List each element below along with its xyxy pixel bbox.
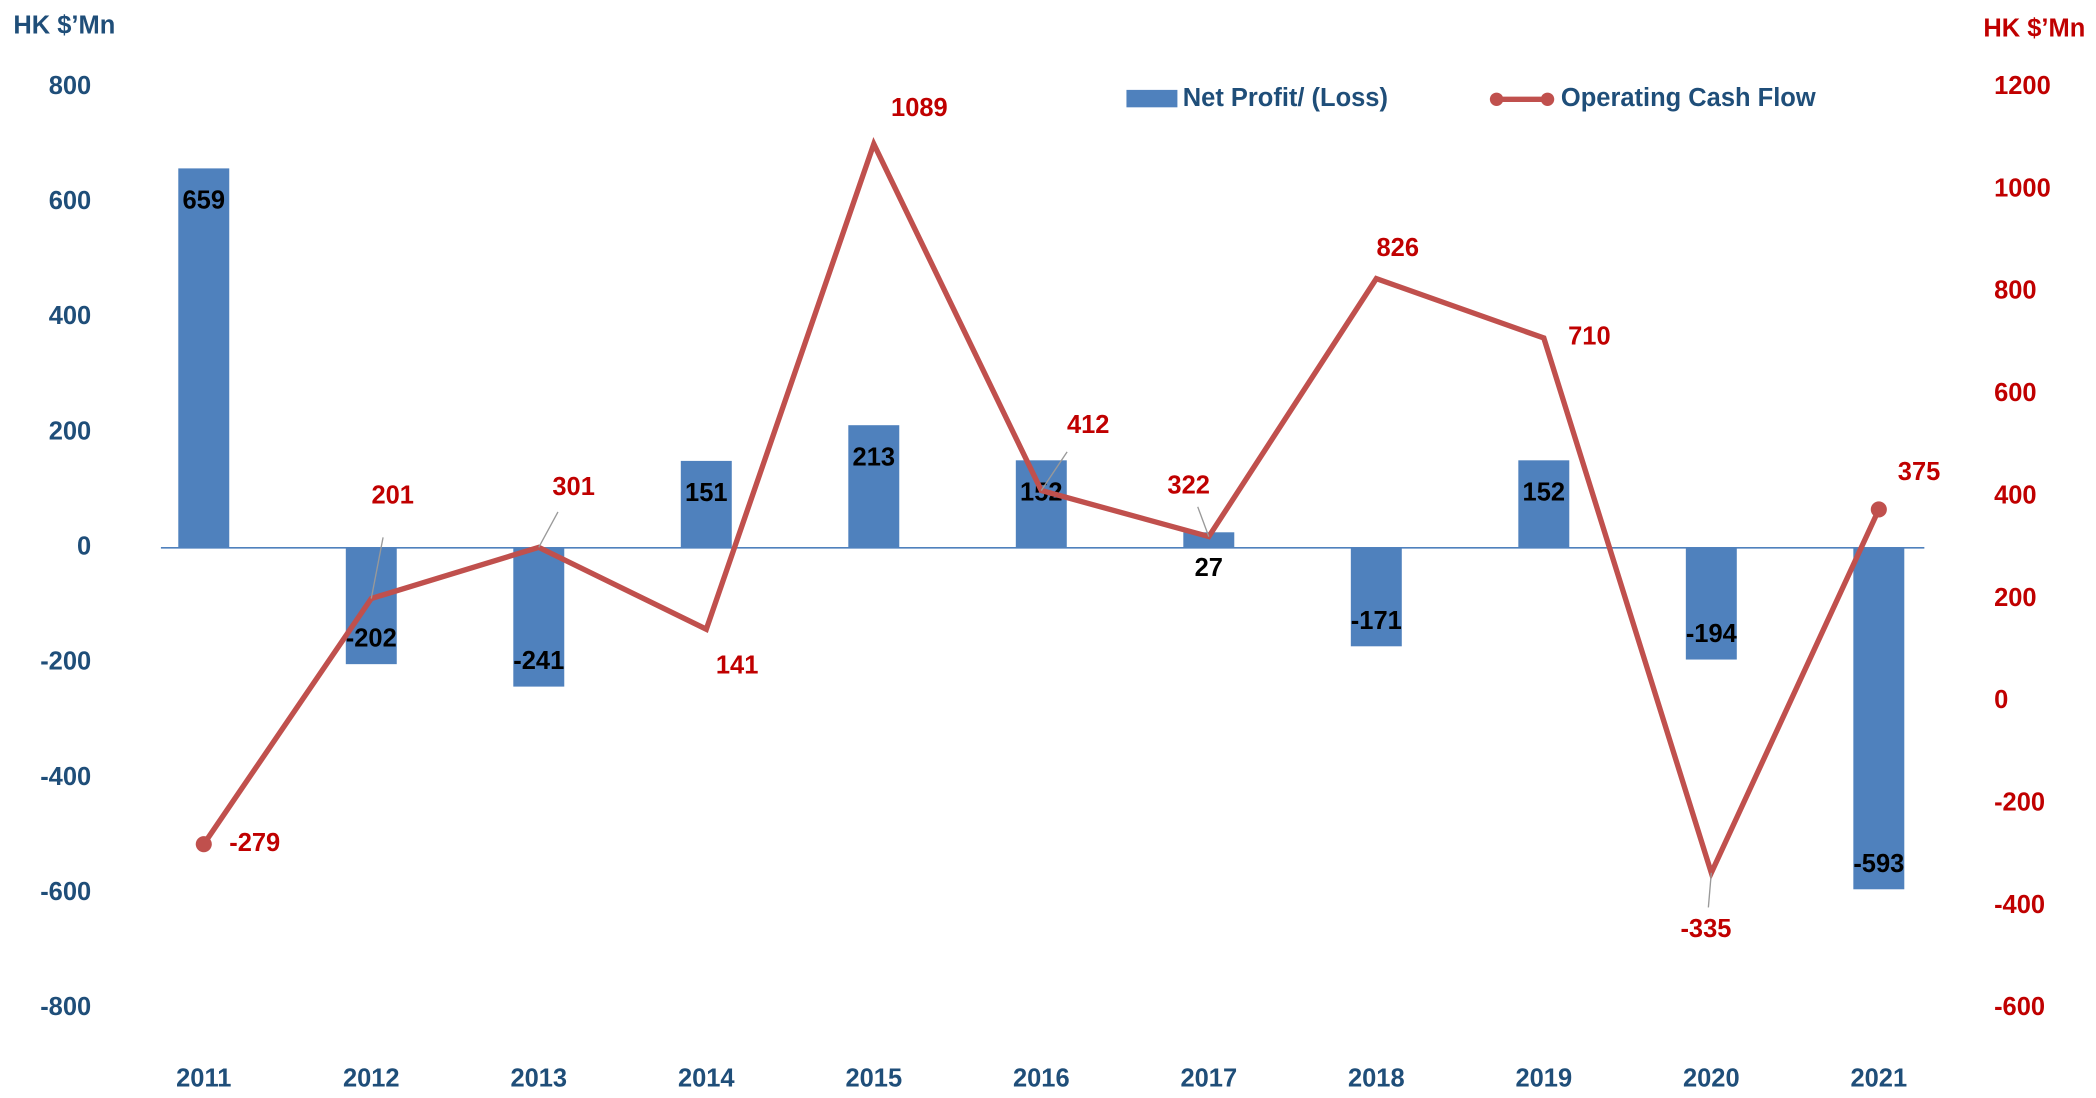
y2-tick-label: -600	[1994, 993, 2045, 1021]
line-marker	[1870, 501, 1887, 518]
x-tick-label: 2014	[678, 1064, 735, 1092]
bar	[848, 425, 900, 548]
leader-line	[1197, 506, 1210, 537]
legend-label: Operating Cash Flow	[1561, 84, 1816, 112]
bar	[1518, 460, 1570, 548]
line-data-label: 412	[1067, 411, 1110, 439]
bar-data-label: -241	[513, 647, 564, 675]
bar-data-label: -202	[346, 625, 397, 653]
y-tick-label: 400	[49, 302, 92, 330]
line-data-label: 301	[552, 473, 595, 501]
bar-data-label: -171	[1351, 607, 1402, 635]
y-tick-label: 0	[77, 533, 91, 561]
y-tick-label: -600	[40, 878, 91, 906]
leader-line	[538, 511, 559, 548]
y-tick-label: 200	[49, 417, 92, 445]
y-axis-label: HK $’Mn	[13, 12, 115, 40]
x-tick-label: 2013	[510, 1064, 567, 1092]
bar-data-label: 27	[1195, 554, 1223, 582]
y2-tick-label: 1000	[1994, 174, 2051, 202]
line-data-label: 201	[371, 481, 414, 509]
y-tick-label: -200	[40, 648, 91, 676]
bar	[178, 168, 230, 548]
y2-tick-label: 200	[1994, 584, 2037, 612]
bar-data-label: 213	[853, 443, 896, 471]
line-data-label: -335	[1680, 915, 1731, 943]
y2-tick-label: 0	[1994, 686, 2008, 714]
line-data-label: -279	[229, 829, 280, 857]
line-data-label: 322	[1167, 472, 1210, 500]
x-tick-label: 2011	[176, 1064, 231, 1092]
y2-tick-label: 400	[1994, 481, 2037, 509]
bar-data-label: -194	[1686, 620, 1738, 648]
leader-line	[1040, 451, 1068, 491]
line-data-label: 710	[1568, 323, 1611, 351]
y2-tick-label: 600	[1994, 379, 2037, 407]
leader-line	[370, 537, 384, 599]
bar-data-label: 151	[685, 479, 728, 507]
bar	[1853, 547, 1905, 890]
x-tick-label: 2015	[845, 1064, 902, 1092]
y2-tick-label: 1200	[1994, 72, 2051, 100]
y-tick-label: -400	[40, 763, 91, 791]
bar	[1183, 532, 1235, 548]
bar	[1015, 460, 1067, 548]
legend-swatch	[1489, 92, 1504, 106]
bar	[680, 460, 732, 548]
y2-axis-label: HK $’Mn	[1983, 14, 2085, 42]
y-tick-label: 600	[49, 187, 92, 215]
bar	[1350, 547, 1402, 647]
bar	[345, 547, 397, 665]
x-tick-label: 2021	[1850, 1064, 1907, 1092]
line-data-label: 826	[1377, 234, 1420, 262]
legend-swatch	[1126, 89, 1178, 108]
bar-data-label: -593	[1853, 850, 1904, 878]
leader-line	[1707, 872, 1712, 908]
y2-tick-label: 800	[1994, 277, 2037, 305]
line-marker	[195, 836, 212, 853]
x-tick-label: 2017	[1180, 1064, 1237, 1092]
y2-tick-label: -400	[1994, 891, 2045, 919]
x-tick-label: 2012	[343, 1064, 400, 1092]
x-tick-label: 2020	[1683, 1064, 1740, 1092]
line-data-label: 141	[716, 652, 758, 680]
bar	[513, 547, 565, 687]
y2-tick-label: -200	[1994, 788, 2045, 816]
line-data-label: 375	[1898, 458, 1941, 486]
bar-data-label: 152	[1523, 479, 1566, 507]
legend-swatch	[1540, 92, 1555, 106]
x-tick-label: 2019	[1515, 1064, 1572, 1092]
line-data-label: 1089	[891, 94, 948, 122]
x-tick-label: 2016	[1013, 1064, 1070, 1092]
y-tick-label: -800	[40, 993, 91, 1021]
bar-data-label: 659	[183, 187, 225, 215]
y-tick-label: 800	[49, 72, 92, 100]
x-tick-label: 2018	[1348, 1064, 1405, 1092]
bar	[1685, 547, 1737, 660]
legend-label: Net Profit/ (Loss)	[1183, 84, 1388, 112]
